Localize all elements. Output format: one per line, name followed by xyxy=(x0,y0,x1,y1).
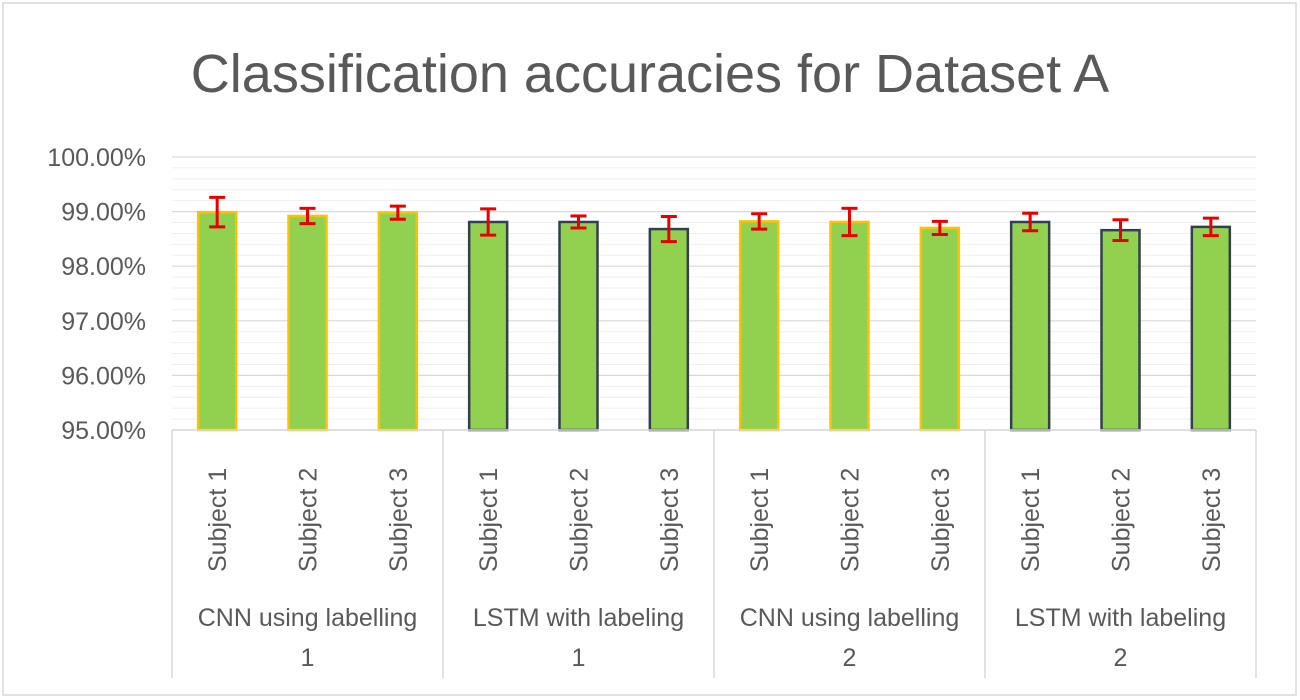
error-bar xyxy=(389,204,406,221)
x-tick-label: Subject 2 xyxy=(1108,468,1136,572)
y-tick-label: 98.00% xyxy=(61,253,146,281)
bar xyxy=(1190,225,1232,432)
group-label: 2 xyxy=(1114,644,1128,672)
y-tick-label: 100.00% xyxy=(47,144,146,172)
x-tick-label: Subject 3 xyxy=(927,468,955,572)
x-tick-label: Subject 1 xyxy=(1017,468,1045,572)
group-label: CNN using labelling xyxy=(198,604,418,632)
x-tick-label: Subject 3 xyxy=(656,468,684,572)
y-tick-label: 95.00% xyxy=(61,417,146,445)
error-bar xyxy=(751,212,768,231)
x-tick-label: Subject 1 xyxy=(746,468,774,572)
error-bar xyxy=(931,219,948,237)
x-tick-label: Subject 1 xyxy=(475,468,503,572)
error-bar xyxy=(209,195,226,229)
y-tick-label: 96.00% xyxy=(61,362,146,390)
group-label: CNN using labelling xyxy=(740,604,960,632)
error-bar xyxy=(660,215,677,244)
error-bar xyxy=(570,214,587,230)
bar xyxy=(738,220,780,432)
bar xyxy=(467,220,509,432)
group-label: LSTM with labeling xyxy=(1015,604,1226,632)
x-tick-label: Subject 2 xyxy=(566,468,594,572)
bar xyxy=(1009,220,1051,432)
group-label: LSTM with labeling xyxy=(473,604,684,632)
y-tick-label: 99.00% xyxy=(61,199,146,227)
error-bar xyxy=(299,206,316,226)
error-bar xyxy=(1022,211,1039,233)
group-label: 2 xyxy=(843,644,857,672)
bar xyxy=(196,210,238,432)
x-tick-label: Subject 2 xyxy=(837,468,865,572)
bars xyxy=(196,210,1232,432)
error-bars xyxy=(209,195,1219,244)
bar xyxy=(377,211,419,432)
group-label: 1 xyxy=(301,644,315,672)
chart-title: Classification accuracies for Dataset A xyxy=(191,44,1109,104)
y-axis-ticks: 95.00% 96.00% 97.00% 98.00% 99.00% 100.00% xyxy=(47,144,146,445)
error-bar xyxy=(480,207,497,237)
x-tick-label: Subject 2 xyxy=(295,468,323,572)
bar xyxy=(287,214,328,432)
bar xyxy=(558,220,599,432)
error-bar xyxy=(1112,218,1129,243)
x-axis: Subject 1 Subject 2 Subject 3 CNN using lab… xyxy=(171,429,1257,678)
x-tick-label: Subject 3 xyxy=(385,468,413,572)
error-bar xyxy=(1202,216,1219,238)
x-tick-label: Subject 1 xyxy=(204,468,232,572)
x-tick-label: Subject 3 xyxy=(1198,468,1226,572)
bar xyxy=(919,226,961,432)
bar xyxy=(648,227,690,432)
bar xyxy=(1100,228,1141,432)
error-bar xyxy=(841,206,858,238)
y-tick-label: 97.00% xyxy=(61,308,146,336)
group-label: 1 xyxy=(572,644,586,672)
bar xyxy=(829,220,870,432)
